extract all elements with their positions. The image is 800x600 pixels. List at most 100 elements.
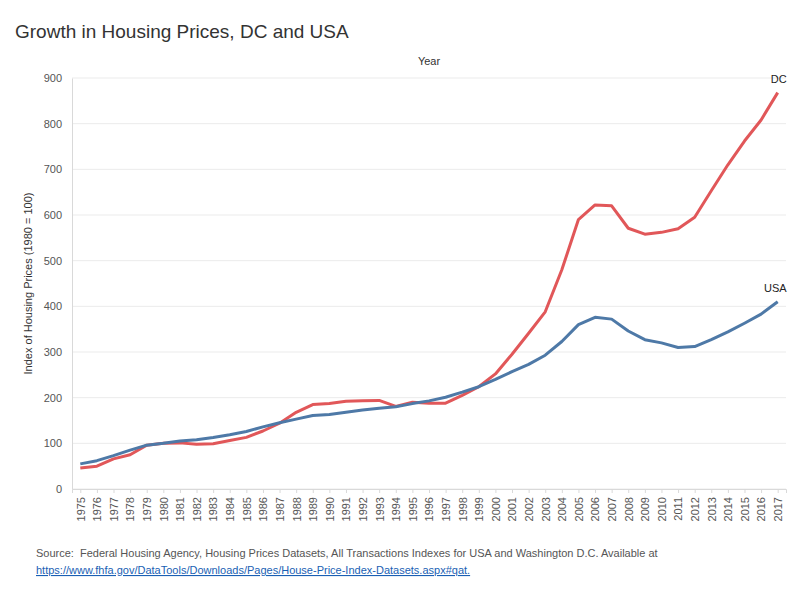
x-tick-label: 2001	[506, 497, 518, 521]
x-axis-title: Year	[418, 55, 441, 67]
y-tick-label: 300	[44, 346, 62, 358]
x-tick: 2006	[589, 489, 601, 521]
x-tick-label: 1998	[457, 497, 469, 521]
x-tick-mark	[462, 489, 463, 493]
y-axis-line	[72, 79, 73, 490]
x-tick: 1999	[473, 489, 485, 521]
x-tick-mark	[429, 489, 430, 493]
y-axis: 0100200300400500600700800900	[44, 72, 73, 495]
x-tick-label: 2015	[739, 497, 751, 521]
x-tick: 2009	[639, 489, 651, 521]
x-tick-label: 1978	[124, 497, 136, 521]
x-tick-mark	[230, 489, 231, 493]
x-tick: 2003	[540, 489, 552, 521]
lines	[80, 93, 777, 468]
x-tick-label: 1975	[75, 497, 87, 521]
x-tick-mark	[479, 489, 480, 493]
x-tick-label: 2013	[706, 497, 718, 521]
x-tick: 1988	[291, 489, 303, 521]
y-tick-label: 900	[44, 72, 62, 84]
x-tick-mark	[180, 489, 181, 493]
y-tick: 100	[44, 437, 72, 449]
x-tick-label: 2011	[672, 497, 684, 521]
x-tick-label: 2014	[722, 497, 734, 521]
y-tick-label: 600	[44, 209, 62, 221]
grid-line	[72, 169, 786, 170]
x-tick: 1979	[141, 489, 153, 521]
x-tick-mark	[612, 489, 613, 493]
grid-line	[72, 215, 786, 216]
x-tick: 2017	[772, 489, 784, 521]
x-tick-mark	[379, 489, 380, 493]
x-tick-mark	[645, 489, 646, 493]
x-tick-mark	[363, 489, 364, 493]
x-tick-label: 2010	[656, 497, 668, 521]
x-tick-mark	[446, 489, 447, 493]
x-tick-mark	[296, 489, 297, 493]
x-tick-label: 1990	[324, 497, 336, 521]
x-tick-mark	[512, 489, 513, 493]
y-tick: 0	[56, 483, 72, 495]
grid-line	[72, 123, 786, 124]
x-tick-label: 2004	[556, 497, 568, 521]
x-tick-mark	[346, 489, 347, 493]
y-tick: 200	[44, 392, 72, 404]
x-tick-label: 2016	[755, 497, 767, 521]
x-tick: 2010	[656, 489, 668, 521]
x-tick: 1985	[241, 489, 253, 521]
x-tick: 1996	[423, 489, 435, 521]
x-tick: 2015	[739, 489, 751, 521]
grid-line	[72, 352, 786, 353]
x-tick-mark	[562, 489, 563, 493]
x-tick-label: 1976	[91, 497, 103, 521]
x-tick-label: 2008	[623, 497, 635, 521]
source-link-text[interactable]: https://www.fhfa.gov/DataTools/Downloads…	[36, 564, 470, 576]
x-tick-mark	[213, 489, 214, 493]
x-tick-mark	[728, 489, 729, 493]
x-tick-label: 2005	[573, 497, 585, 521]
y-tick: 900	[44, 72, 72, 84]
x-tick-label: 2002	[523, 497, 535, 521]
x-tick-mark	[329, 489, 330, 493]
x-tick: 1997	[440, 489, 452, 521]
x-tick-label: 2000	[490, 497, 502, 521]
x-tick: 1984	[224, 489, 236, 521]
x-tick: 1991	[340, 489, 352, 521]
x-tick-mark	[744, 489, 745, 493]
x-tick: 1986	[257, 489, 269, 521]
x-tick-mark	[695, 489, 696, 493]
x-tick-mark	[263, 489, 264, 493]
x-tick-label: 1981	[174, 497, 186, 521]
source-link[interactable]: https://www.fhfa.gov/DataTools/Downloads…	[36, 564, 470, 576]
series-label: DC	[771, 73, 787, 85]
x-tick: 1994	[390, 489, 402, 521]
x-tick-label: 2007	[606, 497, 618, 521]
x-tick-label: 1992	[357, 497, 369, 521]
y-tick-label: 500	[44, 255, 62, 267]
series-line	[80, 302, 777, 464]
x-tick-label: 1984	[224, 497, 236, 521]
y-tick-label: 200	[44, 392, 62, 404]
x-tick: 2013	[706, 489, 718, 521]
x-tick-label: 1986	[257, 497, 269, 521]
series-line	[80, 93, 777, 468]
x-tick-mark	[163, 489, 164, 493]
x-tick: 1990	[324, 489, 336, 521]
x-tick-mark	[412, 489, 413, 493]
y-axis-title: Index of Housing Prices (1980 = 100)	[22, 193, 34, 375]
x-tick-label: 1988	[291, 497, 303, 521]
x-tick: 1980	[158, 489, 170, 521]
x-tick-label: 1987	[274, 497, 286, 521]
x-tick-label: 2006	[589, 497, 601, 521]
x-tick-label: 1994	[390, 497, 402, 521]
grid-line	[72, 306, 786, 307]
x-tick-label: 1977	[108, 497, 120, 521]
x-tick-mark	[114, 489, 115, 493]
x-tick: 1987	[274, 489, 286, 521]
x-tick: 2002	[523, 489, 535, 521]
x-tick-mark	[529, 489, 530, 493]
x-tick: 2004	[556, 489, 568, 521]
x-tick: 2005	[573, 489, 585, 521]
y-tick: 400	[44, 300, 72, 312]
x-tick: 1978	[124, 489, 136, 521]
